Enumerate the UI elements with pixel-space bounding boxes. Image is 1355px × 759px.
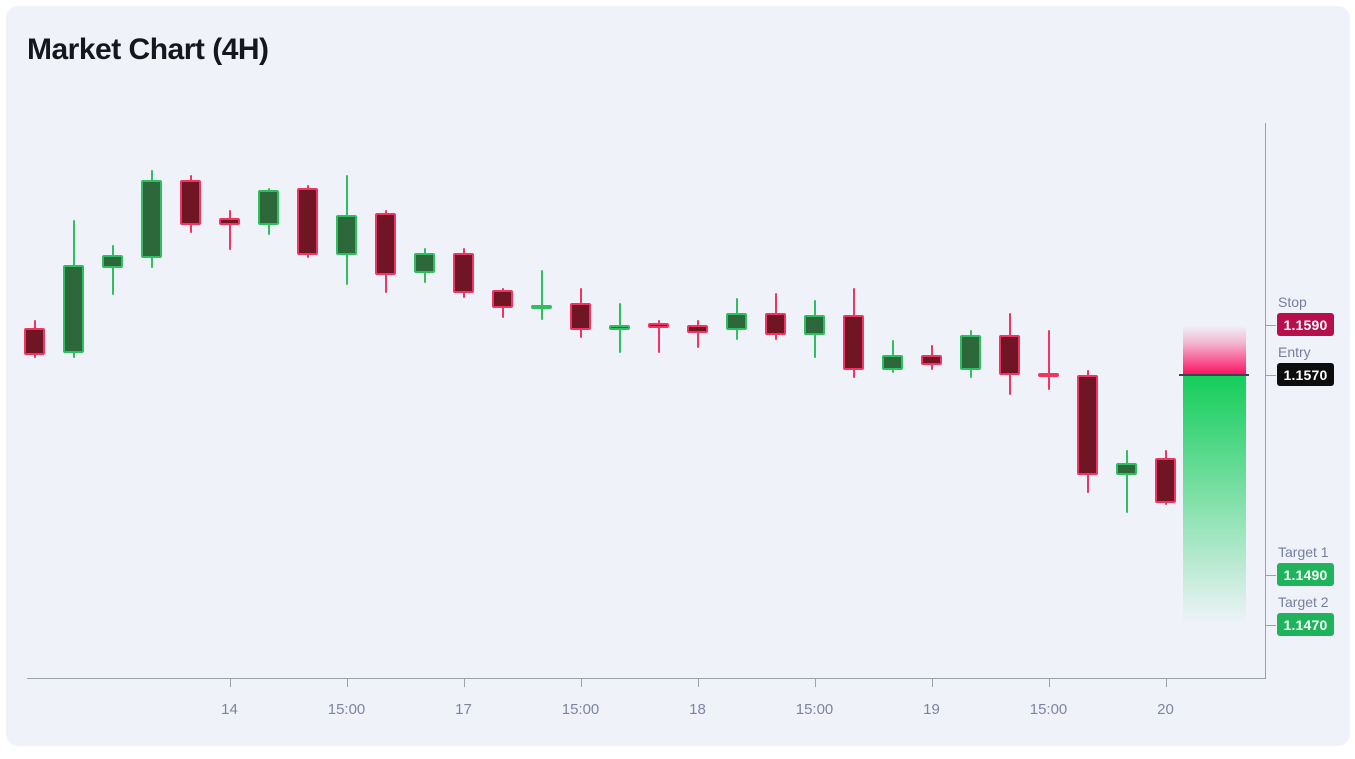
candle-body — [648, 322, 669, 328]
level-price-badge-target-2: 1.1470 — [1277, 613, 1334, 636]
candle-body — [414, 252, 435, 273]
x-axis-tick — [697, 679, 699, 687]
candle-wick — [696, 320, 699, 348]
x-axis-tick-label: 18 — [689, 701, 706, 718]
candle-wick — [1047, 330, 1050, 390]
candle-body — [843, 315, 864, 370]
candle-body — [531, 305, 552, 309]
y-axis-line — [1265, 123, 1266, 678]
candle-wick — [228, 210, 231, 250]
candle-body — [336, 215, 357, 255]
candle-body — [1077, 375, 1098, 475]
entry-price-line — [1179, 374, 1249, 376]
candle-body — [687, 325, 708, 333]
candle-body — [570, 302, 591, 330]
x-axis-tick — [346, 679, 348, 687]
candle-body — [1038, 372, 1059, 377]
level-label-target-1: Target 1 — [1278, 544, 1329, 560]
candle-body — [921, 355, 942, 365]
candle-body — [960, 335, 981, 370]
x-axis-tick-label: 19 — [923, 701, 940, 718]
x-axis-tick — [463, 679, 465, 687]
candle-body — [726, 312, 747, 330]
x-axis-tick-label: 14 — [221, 701, 238, 718]
candle-wick — [540, 270, 543, 320]
level-label-entry: Entry — [1278, 344, 1311, 360]
level-price-badge-stop: 1.1590 — [1277, 313, 1334, 336]
candle-body — [999, 335, 1020, 375]
x-axis-tick — [814, 679, 816, 687]
level-axis-tick — [1265, 375, 1276, 376]
risk-zone — [1183, 325, 1246, 375]
x-axis-tick — [931, 679, 933, 687]
candle-body — [180, 180, 201, 225]
candle-body — [1155, 457, 1176, 503]
candle-body — [609, 325, 630, 330]
level-price-badge-target-1: 1.1490 — [1277, 563, 1334, 586]
candle-body — [141, 180, 162, 258]
x-axis-line — [27, 678, 1266, 679]
x-axis-tick-label: 15:00 — [561, 701, 600, 718]
candle-body — [765, 312, 786, 335]
x-axis-tick-label: 15:00 — [1029, 701, 1068, 718]
candle-wick — [657, 320, 660, 353]
candle-body — [102, 255, 123, 268]
candle-body — [297, 187, 318, 255]
x-axis-tick-label: 17 — [455, 701, 472, 718]
x-axis-tick — [1048, 679, 1050, 687]
page-title: Market Chart (4H) — [27, 33, 269, 66]
level-label-target-2: Target 2 — [1278, 594, 1329, 610]
x-axis-tick — [1165, 679, 1167, 687]
candle-body — [882, 355, 903, 370]
candle-body — [804, 315, 825, 335]
level-axis-tick — [1265, 575, 1276, 576]
x-axis-tick — [229, 679, 231, 687]
level-price-badge-entry: 1.1570 — [1277, 363, 1334, 386]
reward-zone — [1183, 375, 1246, 625]
candle-body — [63, 265, 84, 353]
x-axis-tick-label: 15:00 — [327, 701, 366, 718]
candle-wick — [111, 245, 114, 295]
candle-body — [1116, 462, 1137, 475]
level-axis-tick — [1265, 625, 1276, 626]
level-axis-tick — [1265, 325, 1276, 326]
x-axis-tick-label: 20 — [1157, 701, 1174, 718]
candle-body — [219, 217, 240, 225]
candle-wick — [1125, 450, 1128, 513]
level-label-stop: Stop — [1278, 294, 1307, 310]
candle-body — [375, 212, 396, 275]
candle-body — [24, 327, 45, 355]
candle-body — [453, 252, 474, 293]
candle-body — [492, 290, 513, 308]
x-axis-tick-label: 15:00 — [795, 701, 834, 718]
chart-card — [6, 6, 1350, 746]
x-axis-tick — [580, 679, 582, 687]
candle-body — [258, 190, 279, 225]
